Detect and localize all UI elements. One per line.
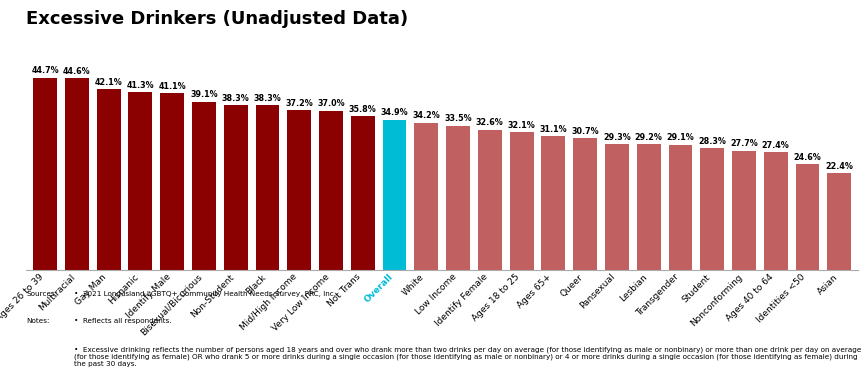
Text: 37.2%: 37.2% <box>285 99 313 108</box>
Text: 35.8%: 35.8% <box>349 105 376 114</box>
Bar <box>478 129 502 270</box>
Text: 22.4%: 22.4% <box>825 162 853 171</box>
Bar <box>827 173 851 270</box>
Text: •  2021 Long Island LGBTQ+ Community Health Needs Survey, PRC, Inc.: • 2021 Long Island LGBTQ+ Community Heal… <box>74 291 336 297</box>
Text: 41.3%: 41.3% <box>127 81 154 90</box>
Bar <box>701 148 724 270</box>
Bar <box>319 110 342 270</box>
Bar <box>447 126 470 270</box>
Bar <box>573 138 597 270</box>
Text: 24.6%: 24.6% <box>793 153 821 162</box>
Text: 37.0%: 37.0% <box>317 99 345 109</box>
Text: 29.1%: 29.1% <box>667 133 694 142</box>
Bar <box>542 136 565 270</box>
Bar <box>732 151 756 270</box>
Text: 42.1%: 42.1% <box>95 77 122 87</box>
Text: 30.7%: 30.7% <box>571 127 599 136</box>
Text: Sources:: Sources: <box>26 291 57 297</box>
Bar <box>192 102 216 270</box>
Text: 34.9%: 34.9% <box>381 109 408 117</box>
Bar <box>796 164 819 270</box>
Text: •  Excessive drinking reflects the number of persons aged 18 years and over who : • Excessive drinking reflects the number… <box>74 346 861 367</box>
Text: 29.2%: 29.2% <box>635 133 662 142</box>
Bar <box>256 105 279 270</box>
Bar <box>764 152 787 270</box>
Text: 41.1%: 41.1% <box>159 82 186 91</box>
Text: 31.1%: 31.1% <box>539 125 567 134</box>
Bar <box>636 144 661 270</box>
Text: Notes:: Notes: <box>26 318 49 325</box>
Text: Excessive Drinkers (Unadjusted Data): Excessive Drinkers (Unadjusted Data) <box>26 10 408 28</box>
Bar <box>510 132 533 270</box>
Bar <box>65 78 88 270</box>
Bar <box>160 93 184 270</box>
Bar <box>351 116 375 270</box>
Bar <box>382 120 407 270</box>
Text: 34.2%: 34.2% <box>413 112 440 121</box>
Bar <box>414 123 438 270</box>
Text: •  Reflects all respondents.: • Reflects all respondents. <box>74 318 172 325</box>
Text: 27.7%: 27.7% <box>730 139 758 148</box>
Text: 44.7%: 44.7% <box>31 66 59 75</box>
Bar <box>605 144 629 270</box>
Bar <box>668 144 693 270</box>
Text: 33.5%: 33.5% <box>444 114 472 124</box>
Text: 32.1%: 32.1% <box>508 121 536 129</box>
Text: 44.6%: 44.6% <box>63 67 91 76</box>
Bar <box>287 110 311 270</box>
Text: 28.3%: 28.3% <box>698 137 727 146</box>
Text: 39.1%: 39.1% <box>190 90 218 99</box>
Bar <box>224 105 248 270</box>
Text: 29.3%: 29.3% <box>603 132 631 142</box>
Text: 38.3%: 38.3% <box>222 94 250 103</box>
Text: 38.3%: 38.3% <box>253 94 281 103</box>
Text: 32.6%: 32.6% <box>476 118 504 127</box>
Bar <box>128 92 153 270</box>
Text: 27.4%: 27.4% <box>762 141 790 150</box>
Bar <box>33 77 57 270</box>
Bar <box>97 89 121 270</box>
